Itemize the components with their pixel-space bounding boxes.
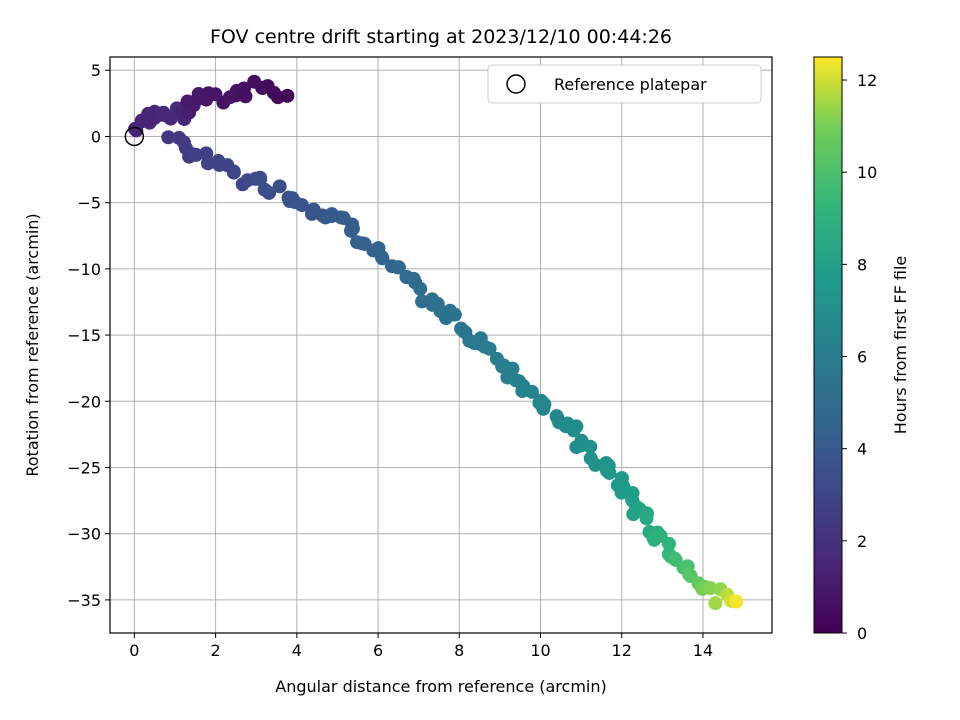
legend: Reference platepar xyxy=(487,64,762,104)
legend-label: Reference platepar xyxy=(554,75,707,94)
y-tick-label: −35 xyxy=(67,591,101,610)
scatter-point xyxy=(708,596,723,611)
scatter-point xyxy=(566,423,581,438)
scatter-point xyxy=(682,567,697,582)
colorbar-tick-label: 10 xyxy=(857,163,877,182)
scatter-point xyxy=(390,260,405,275)
colorbar-tick-label: 0 xyxy=(857,624,867,643)
scatter-point xyxy=(304,206,319,221)
scatter-point xyxy=(661,536,676,551)
scatter-points xyxy=(128,74,744,611)
colorbar-label: Hours from first FF file xyxy=(891,256,910,435)
scatter-point xyxy=(524,384,539,399)
x-tick-label: 12 xyxy=(612,641,632,660)
scatter-point xyxy=(262,185,277,200)
scatter-point xyxy=(482,341,497,356)
y-tick-label: −25 xyxy=(67,458,101,477)
reference-marker xyxy=(124,126,145,147)
scatter-point xyxy=(345,221,360,236)
x-tick-label: 14 xyxy=(693,641,713,660)
x-tick-label: 8 xyxy=(454,641,464,660)
y-tick-label: −30 xyxy=(67,525,101,544)
colorbar-tick-label: 8 xyxy=(857,255,867,274)
scatter-point xyxy=(280,88,295,103)
y-tick-label: −5 xyxy=(77,194,101,213)
scatter-point xyxy=(729,594,744,609)
scatter-point xyxy=(639,511,654,526)
colorbar-tick-label: 4 xyxy=(857,440,867,459)
plot-frame xyxy=(109,56,773,634)
scatter-point xyxy=(200,156,215,171)
y-tick-label: −20 xyxy=(67,392,101,411)
scatter-point xyxy=(537,397,552,412)
scatter-point xyxy=(588,457,603,472)
scatter-point xyxy=(236,81,251,96)
scatter-point xyxy=(226,164,241,179)
scatter-point xyxy=(602,465,617,480)
scatter-point xyxy=(413,281,428,296)
legend-marker xyxy=(506,74,526,94)
scatter-point xyxy=(447,307,462,322)
scatter-point xyxy=(161,130,176,145)
x-tick-label: 0 xyxy=(129,641,139,660)
colorbar-tick-label: 2 xyxy=(857,532,867,551)
legend-box xyxy=(487,64,762,104)
colorbar-tick-label: 12 xyxy=(857,71,877,90)
scatter-point xyxy=(374,250,389,265)
scatter-point xyxy=(235,177,250,192)
x-tick-label: 4 xyxy=(292,641,302,660)
x-axis: 0 2 4 6 8 10 12 14 xyxy=(129,633,713,660)
chart-title: FOV centre drift starting at 2023/12/10 … xyxy=(210,26,672,48)
scatter-point xyxy=(163,111,178,126)
y-tick-label: 5 xyxy=(91,61,101,80)
scatter-point xyxy=(253,172,268,187)
y-tick-label: −15 xyxy=(67,326,101,345)
y-axis: 5 0 −5 −10 −15 −20 −25 −30 −35 xyxy=(67,61,110,610)
scatter-point xyxy=(294,198,309,213)
colorbar xyxy=(813,56,843,634)
scatter-point xyxy=(583,439,598,454)
scatter-point xyxy=(272,179,287,194)
x-tick-label: 2 xyxy=(211,641,221,660)
y-tick-label: −10 xyxy=(67,260,101,279)
colorbar-tick-label: 6 xyxy=(857,348,867,367)
x-axis-label: Angular distance from reference (arcmin) xyxy=(275,677,606,696)
grid xyxy=(110,57,772,633)
colorbar-axis: 0 2 4 6 8 10 12 xyxy=(842,71,877,643)
x-tick-label: 10 xyxy=(530,641,550,660)
scatter-point xyxy=(614,485,629,500)
x-tick-label: 6 xyxy=(373,641,383,660)
y-tick-label: 0 xyxy=(91,127,101,146)
y-axis-label: Rotation from reference (arcmin) xyxy=(23,213,42,476)
